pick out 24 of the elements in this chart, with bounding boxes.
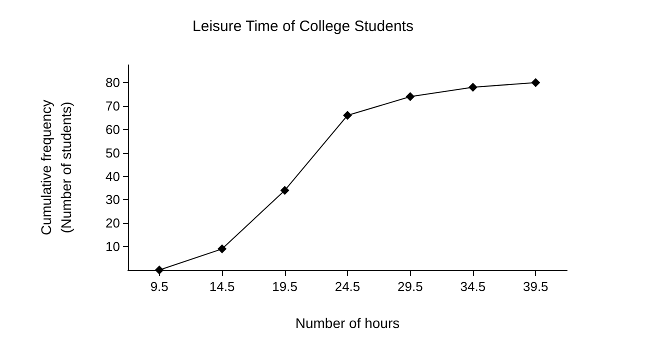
chart-title: Leisure Time of College Students — [192, 18, 414, 35]
point — [280, 186, 290, 195]
y-tick-label: 40 — [106, 168, 120, 184]
x-tick-label: 29.5 — [398, 279, 423, 294]
y-tick-label: 50 — [106, 145, 120, 160]
y-tick-label: 10 — [106, 239, 120, 254]
point — [468, 82, 478, 92]
x-tick-label: 9.5 — [150, 279, 168, 294]
y-tick-label: 20 — [106, 216, 120, 231]
y-tick-label: 30 — [106, 192, 120, 208]
x-axis-title: Number of hours — [295, 315, 400, 331]
x-tick-label: 34.5 — [460, 279, 486, 294]
point — [531, 78, 540, 88]
x-tick-label: 39.5 — [522, 279, 548, 294]
y-axis-title: Cumulative frequency (Number of students) — [38, 100, 74, 236]
x-tick-label: 14.5 — [209, 279, 235, 294]
x-tick-label: 19.5 — [272, 279, 298, 294]
point — [406, 92, 415, 102]
y-tick-label: 60 — [106, 122, 120, 137]
point — [218, 244, 227, 254]
y-tick-label: 80 — [106, 75, 120, 90]
x-tick-label: 24.5 — [334, 279, 360, 294]
point — [343, 110, 352, 120]
y-tick-label: 70 — [106, 98, 120, 114]
